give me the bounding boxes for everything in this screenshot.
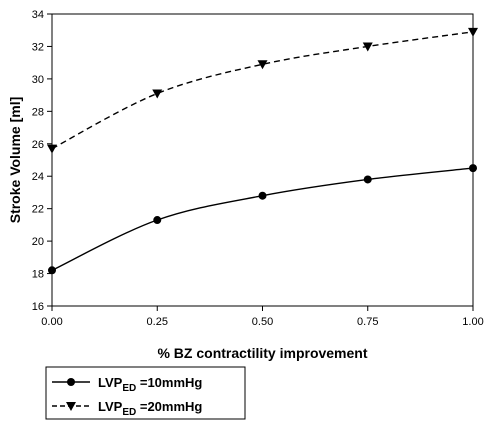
legend-item-2: LVPED =20mmHg [52, 399, 202, 418]
data-point [152, 89, 163, 99]
y-axis-ticks: 16 18 20 22 24 26 28 30 32 34 [32, 9, 52, 313]
y-tick-label: 26 [32, 139, 44, 151]
legend-swatch-marker [66, 402, 76, 411]
legend-swatch-marker [67, 378, 75, 386]
y-tick-label: 18 [32, 269, 44, 281]
series-line [51, 167, 474, 271]
y-tick-label: 34 [32, 9, 44, 21]
y-tick-label: 30 [32, 74, 44, 86]
series-1 [48, 164, 477, 275]
legend-label-main: LVP [98, 399, 123, 414]
legend-item-1: LVPED =10mmHg [52, 375, 202, 394]
data-point [257, 60, 268, 70]
x-tick-label: 0.75 [357, 316, 378, 328]
data-point [258, 191, 267, 200]
plot-frame [51, 13, 474, 307]
x-tick-label: 1.00 [462, 316, 483, 328]
data-point [468, 27, 478, 37]
legend-label: LVPED =10mmHg [98, 375, 202, 394]
y-axis-title: Stroke Volume [ml] [7, 97, 23, 224]
x-tick-label: 0.00 [41, 316, 62, 328]
data-point [363, 175, 372, 184]
series-2 [47, 27, 478, 154]
y-tick-label: 28 [32, 106, 44, 118]
legend-label-subscript: ED [122, 407, 136, 418]
data-point [469, 164, 477, 173]
y-tick-label: 16 [32, 301, 44, 313]
legend-label-main: LVP [98, 375, 123, 390]
series-line [51, 31, 474, 150]
x-tick-label: 0.25 [147, 316, 168, 328]
legend-label-subscript: ED [122, 383, 136, 394]
legend-label-value: =20mmHg [136, 399, 202, 414]
data-point [48, 266, 56, 275]
legend-box [45, 366, 246, 420]
y-tick-label: 22 [32, 204, 44, 216]
y-tick-label: 20 [32, 236, 44, 248]
legend-label-value: =10mmHg [136, 375, 202, 390]
data-point [153, 216, 162, 225]
series-layer [47, 27, 478, 275]
y-tick-label: 24 [32, 171, 44, 183]
data-point [47, 144, 57, 154]
legend-label: LVPED =20mmHg [98, 399, 202, 418]
x-axis-title: % BZ contractility improvement [157, 345, 367, 361]
y-tick-label: 32 [32, 41, 44, 53]
x-tick-label: 0.50 [252, 316, 273, 328]
data-point [362, 42, 373, 52]
x-axis-ticks: 0.00 0.25 0.50 0.75 1.00 [41, 306, 484, 328]
